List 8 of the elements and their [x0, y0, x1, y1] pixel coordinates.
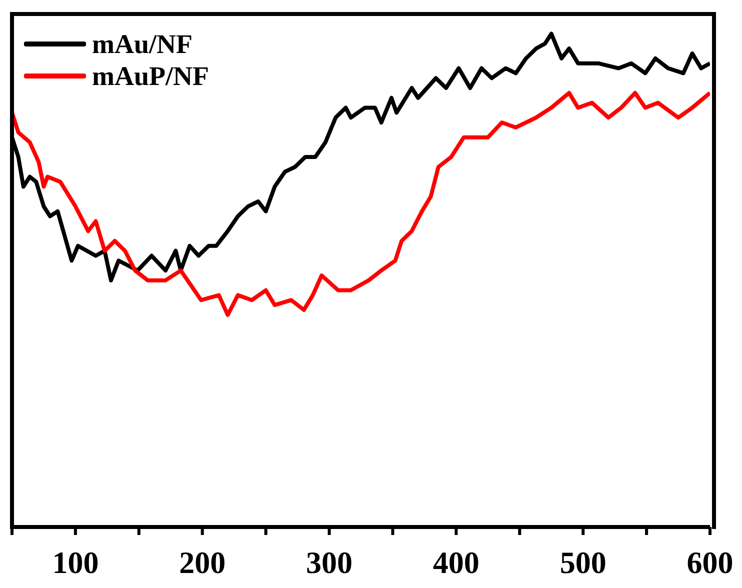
x-tick-label: 200 [179, 545, 226, 580]
x-tick-label: 400 [432, 545, 480, 580]
x-tick-label: 100 [52, 545, 99, 580]
legend-label: mAu/NF [92, 28, 192, 60]
x-tick-label: 300 [306, 545, 353, 580]
x-tick-label: 600 [686, 545, 734, 580]
x-tick-label: 500 [560, 545, 606, 580]
legend-label: mAuP/NF [92, 60, 209, 92]
